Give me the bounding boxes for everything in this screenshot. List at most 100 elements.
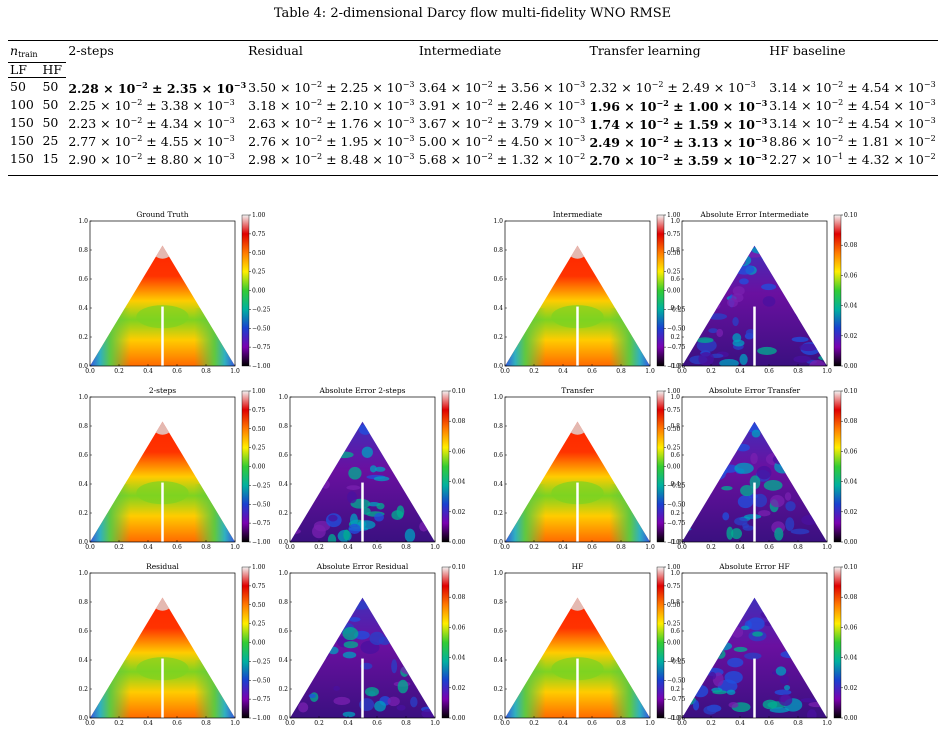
times-ten: × 10 xyxy=(718,134,756,150)
y-tick-label: 0.2 xyxy=(670,686,680,693)
error-speckle xyxy=(778,452,792,466)
error-speckle xyxy=(796,258,812,266)
times-ten: × 10 xyxy=(539,80,574,95)
mean-exponent: −2 xyxy=(831,116,844,125)
error-speckle xyxy=(352,601,371,610)
x-tick-label: 0.0 xyxy=(85,544,95,551)
plus-minus: ± xyxy=(322,98,341,113)
error-speckle xyxy=(791,267,803,279)
colorbar-tick-label: −0.50 xyxy=(252,677,271,684)
error-speckle xyxy=(785,501,796,512)
x-tick-label: 1.0 xyxy=(230,544,240,551)
colorbar-tick-label: 0.04 xyxy=(844,655,858,662)
colorbar-tick-label: 0.00 xyxy=(452,715,466,722)
error-speckle xyxy=(732,317,739,327)
axes-frame xyxy=(504,220,651,367)
error-speckle xyxy=(769,707,790,713)
rmse-mean: 8.86 xyxy=(769,134,798,149)
error-speckle xyxy=(779,675,790,685)
colorbar-tick-label: 0.08 xyxy=(844,418,858,425)
error-speckle xyxy=(334,451,354,459)
error-speckle xyxy=(717,448,734,462)
x-tick-label: 0.0 xyxy=(677,368,687,375)
table-row: 150 15 2.90 × 10−2 ± 8.80 × 10−3 2.98 × 10−… xyxy=(8,150,938,168)
error-speckle xyxy=(682,351,688,358)
y-tick-label: 0.4 xyxy=(670,305,680,312)
colorbar xyxy=(833,214,842,367)
error-speckle xyxy=(751,246,770,254)
times-ten: × 10 xyxy=(188,152,223,167)
rmse-std: 8.80 xyxy=(160,152,189,167)
field-group xyxy=(290,597,435,718)
colorbar-tick-label: −0.75 xyxy=(667,520,686,527)
error-speckle xyxy=(812,498,825,511)
error-speckle xyxy=(714,649,726,659)
plus-minus: ± xyxy=(322,152,341,167)
mean-exponent: −2 xyxy=(310,98,323,107)
lf-count: 150 xyxy=(10,150,34,166)
x-tick-label: 0.8 xyxy=(793,368,803,375)
plus-minus: ± xyxy=(142,152,161,167)
y-tick-label: 0.8 xyxy=(278,599,288,606)
error-speckle xyxy=(361,446,373,458)
error-speckle xyxy=(801,515,818,525)
error-speckle xyxy=(803,631,814,639)
colorbar-tick-label: 0.04 xyxy=(844,479,858,486)
times-ten: × 10 xyxy=(275,98,311,113)
rmse-cell: 2.27 × 10−1 ± 4.32 × 10−2 xyxy=(767,150,938,168)
error-speckle xyxy=(305,663,314,674)
x-tick-label: 1.0 xyxy=(645,368,655,375)
times-ten: × 10 xyxy=(368,152,403,167)
x-tick-label: 0.2 xyxy=(114,720,124,727)
y-tick-label: 0.4 xyxy=(78,305,88,312)
rmse-cell: 3.67 × 10−2 ± 3.79 × 10−3 xyxy=(417,114,588,132)
std-exponent: −2 xyxy=(573,152,586,161)
rmse-mean: 2.98 xyxy=(248,152,276,167)
rmse-cell: 3.14 × 10−2 ± 4.54 × 10−3 xyxy=(767,78,938,96)
times-ten: × 10 xyxy=(889,116,924,131)
solution-field-right xyxy=(609,308,650,366)
error-speckle xyxy=(426,479,435,490)
error-speckle xyxy=(716,328,724,338)
x-tick-label: 0.4 xyxy=(558,544,568,551)
error-speckle xyxy=(430,521,435,532)
error-speckle xyxy=(784,492,792,501)
axes-frame xyxy=(504,572,651,719)
lf-count: 50 xyxy=(10,78,26,94)
rmse-std: 4.54 xyxy=(861,80,890,95)
error-speckle xyxy=(719,358,739,366)
y-tick-label: 0.6 xyxy=(670,452,680,459)
error-speckle xyxy=(409,472,421,478)
error-speckle xyxy=(762,699,778,710)
colorbar-tick-label: −0.50 xyxy=(667,677,686,684)
colorbar-tick-label: −0.25 xyxy=(252,306,271,313)
mean-exponent: −2 xyxy=(656,97,669,108)
error-speckle xyxy=(308,693,316,699)
x-tick-label: 0.0 xyxy=(85,368,95,375)
rmse-cell: 3.64 × 10−2 ± 3.56 × 10−3 xyxy=(417,78,588,96)
error-speckle xyxy=(703,620,715,626)
times-ten: × 10 xyxy=(275,134,311,149)
error-speckle xyxy=(725,597,746,611)
x-tick-label: 0.8 xyxy=(401,544,411,551)
error-speckle xyxy=(763,480,783,491)
colorbar-tick-label: 0.00 xyxy=(844,539,858,546)
mean-exponent: −2 xyxy=(831,98,844,107)
error-speckle xyxy=(683,635,693,649)
y-tick-label: 0.6 xyxy=(278,628,288,635)
colorbar-tick-label: −0.25 xyxy=(252,482,271,489)
rmse-std: 1.59 xyxy=(687,116,719,132)
rmse-cell: 3.14 × 10−2 ± 4.54 × 10−3 xyxy=(767,96,938,114)
plus-minus: ± xyxy=(492,134,512,149)
colorbar-tick-label: 0.10 xyxy=(452,564,466,571)
error-speckle xyxy=(415,682,424,690)
rmse-cell: 1.96 × 10−2 ± 1.00 × 10−3 xyxy=(587,96,767,114)
error-speckle xyxy=(745,328,756,338)
error-speckle xyxy=(770,495,785,508)
colorbar-tick-label: 0.06 xyxy=(844,272,858,279)
x-tick-label: 0.8 xyxy=(201,368,211,375)
colorbar-tick-label: −0.75 xyxy=(667,344,686,351)
error-speckle xyxy=(743,252,764,258)
error-speckle xyxy=(407,481,427,489)
rmse-std: 4.54 xyxy=(861,98,890,113)
